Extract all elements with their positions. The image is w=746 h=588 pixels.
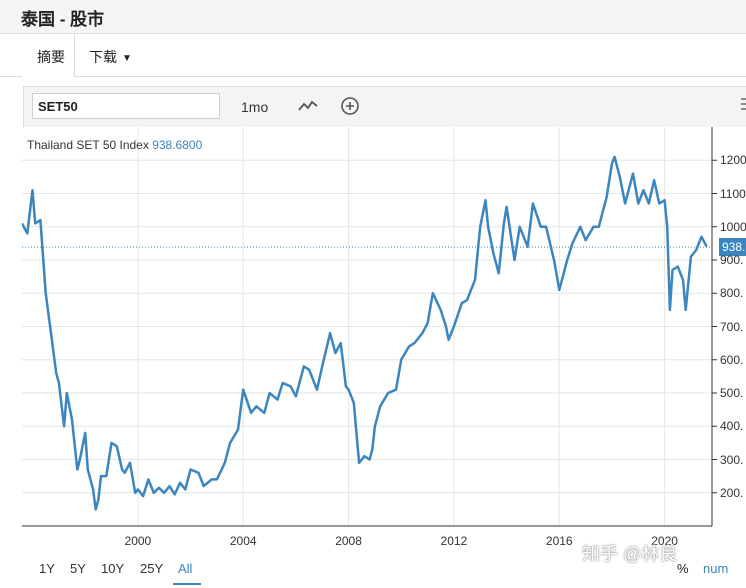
y-tick-label: 700.: [720, 319, 744, 334]
y-tick-label: 1000: [720, 219, 746, 234]
last-price-tag: 938.68: [719, 238, 746, 256]
percent-mode-button[interactable]: %: [677, 561, 689, 576]
period-selector[interactable]: 1mo: [241, 99, 269, 115]
series-line-set50: [22, 155, 708, 511]
x-tick-label: 2008: [335, 534, 362, 548]
chart-area: Thailand SET 50 Index 938.6800 938.68 20…: [22, 127, 746, 588]
chart-axes: [22, 127, 717, 527]
range-all-button[interactable]: All: [178, 561, 193, 576]
tab-bar-edge: [0, 34, 23, 76]
range-10y-button[interactable]: 10Y: [101, 561, 125, 576]
tab-download-label: 下载: [89, 49, 117, 65]
y-tick-label: 900.: [720, 253, 744, 267]
y-tick-label: 800.: [720, 286, 744, 301]
x-tick-label: 2016: [545, 534, 573, 548]
range-1y-button[interactable]: 1Y: [39, 561, 55, 576]
x-tick-label: 2004: [229, 534, 257, 548]
chart-toolbar: 1mo: [23, 86, 746, 128]
y-tick-label: 200.: [720, 485, 744, 500]
caret-down-icon: ▼: [122, 53, 132, 64]
tab-summary-container[interactable]: [22, 34, 75, 77]
x-tick-label: 2000: [124, 534, 152, 548]
y-tick-label: 1100: [720, 186, 746, 201]
y-tick-label: 500.: [720, 386, 744, 400]
tab-bar: 摘要 下载 ▼: [0, 34, 746, 77]
chart-legend: Thailand SET 50 Index 938.6800: [27, 138, 202, 152]
number-mode-button[interactable]: num: [703, 561, 729, 576]
legend-name: Thailand SET 50 Index: [27, 138, 149, 152]
symbol-input[interactable]: [32, 93, 220, 119]
add-comparison-icon[interactable]: [339, 95, 361, 122]
title-bar: 泰国 - 股市: [0, 0, 746, 34]
tab-download[interactable]: 下载 ▼: [89, 47, 132, 67]
page-title: 泰国 - 股市: [21, 10, 105, 29]
y-tick-label: 600.: [720, 352, 744, 367]
y-tick-label: 1200: [720, 153, 746, 168]
chart-type-icon[interactable]: [297, 95, 319, 122]
range-25y-button[interactable]: 25Y: [140, 561, 164, 576]
range-5y-button[interactable]: 5Y: [70, 561, 86, 576]
tab-summary[interactable]: 摘要: [37, 49, 65, 65]
settings-icon[interactable]: [740, 97, 746, 120]
watermark: 知乎 @林良: [582, 544, 678, 564]
x-tick-label: 2012: [440, 534, 468, 548]
range-active-indicator: [173, 583, 201, 585]
x-tick-label: 2020: [651, 534, 678, 548]
y-tick-label: 400.: [720, 419, 744, 434]
chart-plot: [22, 127, 717, 527]
legend-value: 938.6800: [152, 138, 203, 152]
y-tick-label: 300.: [720, 452, 744, 467]
